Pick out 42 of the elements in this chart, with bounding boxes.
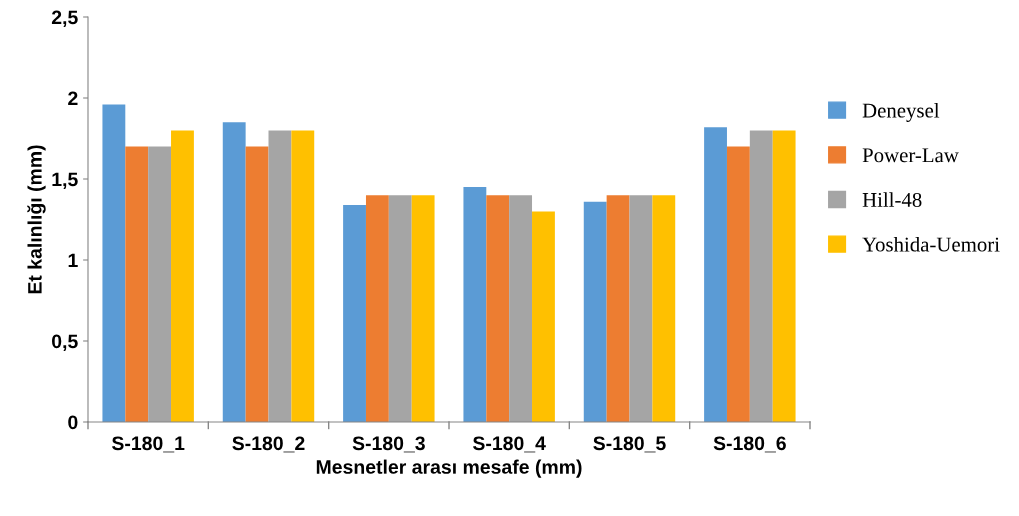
- bar: [171, 130, 194, 422]
- bar: [388, 195, 412, 422]
- x-tick-label: S-180_6: [713, 436, 786, 453]
- y-tick-label: 1: [68, 253, 78, 268]
- legend-label: Power-Law: [862, 148, 959, 163]
- bar: [245, 146, 269, 422]
- bar: [704, 127, 727, 422]
- bar: [411, 195, 435, 422]
- bar: [652, 195, 676, 422]
- y-tick-label: 0,5: [52, 334, 78, 352]
- bar: [463, 187, 487, 422]
- bar: [772, 130, 796, 422]
- x-tick-label: S-180_1: [111, 436, 185, 453]
- y-tick-label: 2: [68, 91, 78, 106]
- x-tick-label: S-180_2: [232, 436, 305, 453]
- bar: [268, 130, 292, 422]
- bar: [532, 211, 555, 422]
- y-tick-label: 0: [68, 415, 78, 430]
- x-tick-label: S-180_5: [593, 436, 666, 453]
- x-tick-label: S-180_4: [472, 436, 546, 453]
- bar: [509, 195, 533, 422]
- y-tick-label: 1,5: [52, 172, 78, 190]
- x-axis-title: Mesnetler arası mesafe (mm): [316, 459, 582, 478]
- bar: [343, 204, 366, 422]
- bar: [365, 195, 389, 422]
- bar: [726, 146, 750, 422]
- bar: [222, 122, 246, 422]
- x-tick-label: S-180_3: [352, 436, 425, 453]
- bar: [606, 195, 630, 422]
- bar: [583, 201, 607, 422]
- legend-label: Yoshida-Uemori: [862, 236, 1000, 252]
- bar: [749, 130, 773, 422]
- bar: [125, 146, 149, 422]
- bar: [486, 195, 510, 422]
- y-axis-title: Et kalınlığı (mm): [27, 145, 46, 294]
- y-tick-label: 2,5: [51, 10, 78, 28]
- bar: [629, 195, 653, 422]
- legend-label: Deneysel: [862, 102, 940, 122]
- bar: [102, 104, 126, 422]
- legend-label: Hill-48: [862, 192, 922, 207]
- bar: [148, 146, 172, 422]
- bar: [291, 130, 315, 422]
